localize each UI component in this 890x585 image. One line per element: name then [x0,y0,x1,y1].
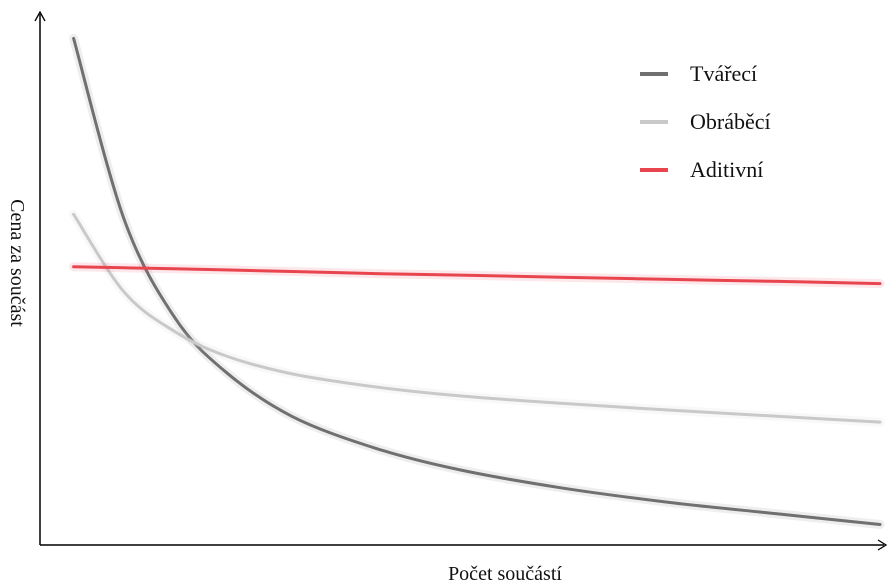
x-axis-label: Počet součástí [448,563,562,585]
legend: Tvářecí Obráběcí Aditivní [640,61,771,182]
x-axis [40,539,888,551]
legend-label-obrabeci: Obráběcí [690,109,771,134]
series-line-aditivni [72,265,882,286]
legend-label-aditivni: Aditivní [690,157,763,182]
series-line-halo-obrabeci [69,209,885,427]
x-axis-arrow [877,539,888,551]
series-line-tvareci [72,36,882,526]
series-layer [69,33,885,529]
y-axis-label: Cena za součást [6,199,28,327]
legend-label-tvareci: Tvářecí [690,61,757,86]
y-axis [34,10,46,545]
y-axis-arrow [34,10,46,22]
series-line-obrabeci [72,212,882,424]
